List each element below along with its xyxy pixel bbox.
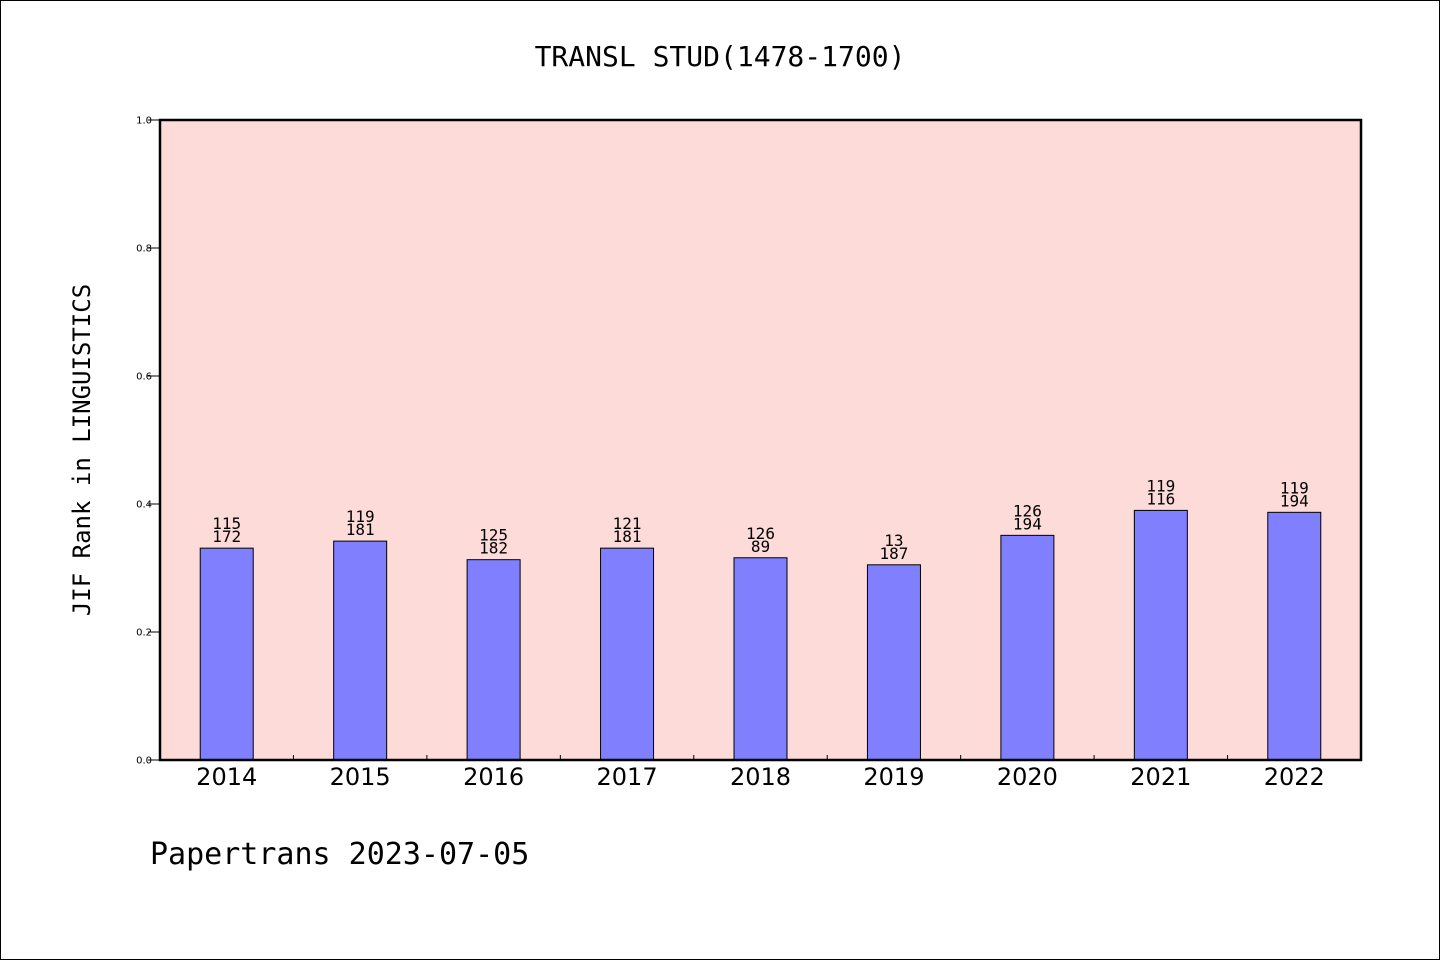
y-tick-label: 0.4 [136,500,152,511]
bar-label-top: 126 [1013,501,1042,520]
x-tick-label: 2018 [730,763,791,791]
bar-2020 [1000,534,1055,761]
bars [199,509,1322,761]
bar-label-top: 126 [746,524,775,543]
y-tick-label: 1.0 [136,116,152,127]
bar-2014 [199,547,254,761]
bar-2015 [333,540,388,761]
bar-2022 [1267,511,1322,761]
bar-label-bottom: 116 [1146,489,1175,508]
bar-label-top: 115 [212,514,241,533]
x-tick-label: 2016 [463,763,524,791]
x-tick-label: 2020 [997,763,1058,791]
bar-2017 [600,547,655,761]
x-tick-label: 2014 [196,763,257,791]
bar-label-bottom: 182 [479,539,508,558]
bar-2021 [1133,509,1188,761]
bar-2019 [866,564,921,761]
bar-label-bottom: 187 [879,544,908,563]
x-tick-label: 2019 [863,763,924,791]
bar-label-top: 119 [346,507,375,526]
y-axis-ticks: 0.0 0.2 0.4 0.6 0.8 1.0 [136,116,160,767]
x-tick-label: 2022 [1264,763,1325,791]
footer-text: Papertrans 2023-07-05 [150,837,529,872]
bar-2018 [733,557,788,761]
bar-label-top: 119 [1146,476,1175,495]
chart-title: TRANSL STUD(1478-1700) [535,40,906,73]
x-tick-label: 2021 [1130,763,1191,791]
x-tick-label: 2017 [597,763,658,791]
bar-2016 [466,559,521,761]
y-axis-label: JIF Rank in LINGUISTICS [68,284,96,616]
y-tick-label: 0.0 [136,756,152,767]
bar-label-bottom: 194 [1013,514,1042,533]
y-tick-label: 0.6 [136,372,152,383]
bar-label-top: 119 [1280,478,1309,497]
bar-label-bottom: 194 [1280,491,1309,510]
bar-label-bottom: 172 [212,527,241,546]
plot-border [158,118,1363,762]
bar-label-top: 125 [479,526,508,545]
x-tick-label: 2015 [330,763,391,791]
bar-label-bottom: 181 [346,520,375,539]
bar-label-bottom: 89 [751,537,770,556]
y-tick-label: 0.8 [136,244,152,255]
bar-label-top: 121 [613,514,642,533]
y-tick-label: 0.2 [136,628,152,639]
bar-label-top: 13 [884,531,903,550]
x-axis-labels: 2014 2015 2016 2017 2018 2019 2020 2021 2022 [196,763,1325,791]
bar-label-bottom: 181 [613,527,642,546]
